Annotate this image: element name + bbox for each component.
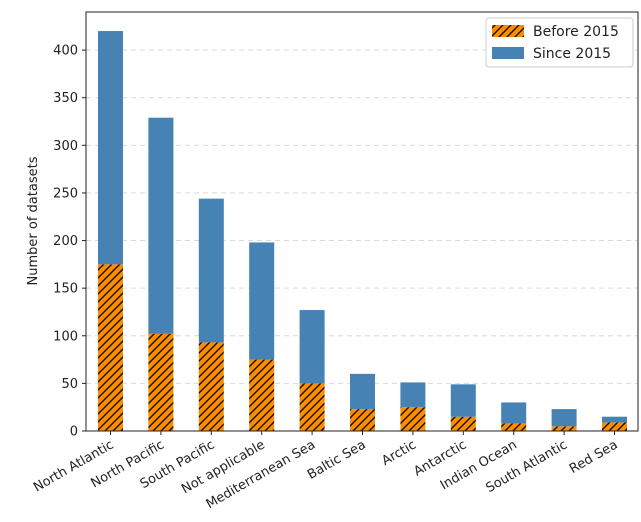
bar-not-applicable-before-2015 — [249, 359, 275, 431]
plot-frame — [85, 11, 639, 432]
bar-not-applicable-since-2015 — [249, 242, 275, 360]
y-axis-label: Number of datasets — [26, 156, 41, 285]
bar-red-sea-since-2015 — [602, 416, 627, 423]
bars — [98, 31, 627, 431]
bar-arctic-since-2015 — [400, 382, 426, 408]
bar-north-pacific-since-2015 — [148, 117, 174, 334]
y-tick-label-250: 250 — [53, 186, 78, 201]
bar-antarctic-before-2015 — [450, 416, 476, 431]
bar-south-atlantic-since-2015 — [551, 409, 577, 427]
bar-antarctic-since-2015 — [450, 384, 476, 417]
bar-arctic-before-2015 — [400, 407, 426, 431]
legend-label-before-2015: Before 2015 — [533, 24, 619, 40]
bar-indian-ocean-since-2015 — [501, 402, 527, 424]
y-tick-label-400: 400 — [53, 44, 78, 59]
x-tick-label-red-sea: Red Sea — [567, 437, 620, 477]
bar-north-atlantic-before-2015 — [98, 264, 123, 431]
bar-baltic-sea-before-2015 — [350, 409, 375, 431]
y-tick-label-350: 350 — [53, 91, 78, 106]
y-tick-label-50: 50 — [61, 377, 78, 392]
legend-swatch-since-2015 — [492, 47, 524, 59]
legend-label-since-2015: Since 2015 — [533, 46, 611, 62]
bar-mediterranean-sea-before-2015 — [299, 383, 325, 431]
bar-red-sea-before-2015 — [602, 422, 627, 431]
y-tick-label-0: 0 — [70, 425, 78, 440]
bar-baltic-sea-since-2015 — [350, 373, 375, 410]
x-tick-label-arctic: Arctic — [379, 437, 419, 468]
bar-north-atlantic-since-2015 — [98, 31, 123, 265]
y-tick-label-300: 300 — [53, 139, 78, 154]
bar-south-pacific-since-2015 — [198, 198, 224, 343]
y-tick-label-200: 200 — [53, 234, 78, 249]
axes — [82, 11, 639, 435]
bar-north-pacific-before-2015 — [148, 333, 174, 431]
bar-south-pacific-before-2015 — [198, 342, 224, 431]
bar-mediterranean-sea-since-2015 — [299, 310, 325, 384]
bar-indian-ocean-before-2015 — [501, 423, 527, 431]
legend: Before 2015 Since 2015 — [485, 17, 634, 68]
legend-swatch-before-2015 — [492, 25, 524, 37]
y-tick-label-150: 150 — [53, 282, 78, 297]
y-tick-label-100: 100 — [53, 329, 78, 344]
bar-south-atlantic-before-2015 — [551, 426, 577, 431]
